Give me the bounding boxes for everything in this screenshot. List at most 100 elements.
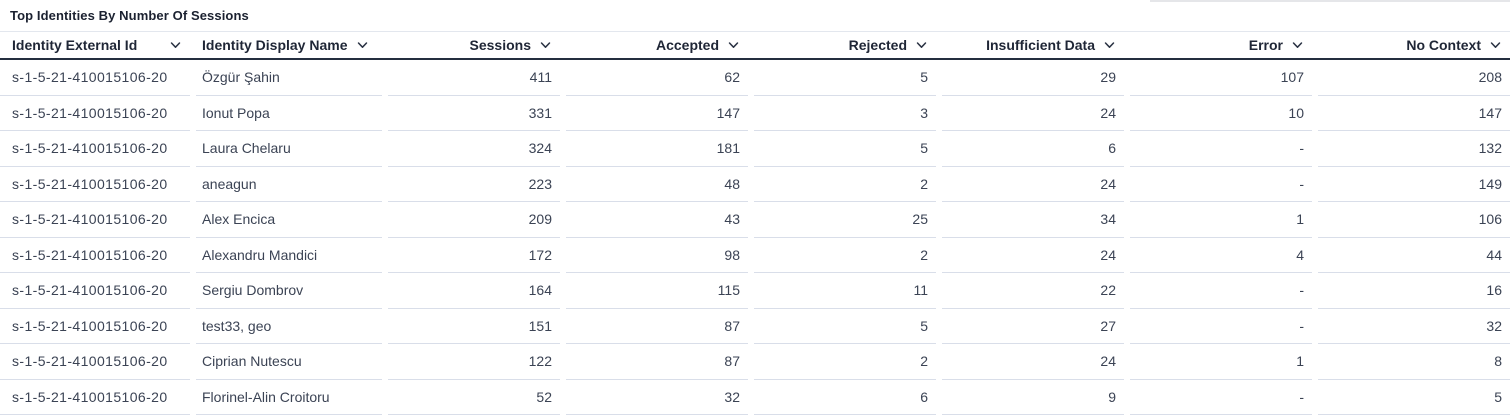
cell-error: - <box>1130 309 1312 344</box>
cell-no-context: 132 <box>1318 131 1510 167</box>
cell-accepted: 87 <box>566 344 748 380</box>
cell-no-context: 8 <box>1318 344 1510 380</box>
cell-no-context: 16 <box>1318 273 1510 309</box>
cell-identity-display-name: Ionut Popa <box>196 96 382 131</box>
column-header-rejected[interactable]: Rejected <box>754 32 936 58</box>
cell-no-context: 5 <box>1318 380 1510 415</box>
table-row: s-1-5-21-410015106-20 Alexandru Mandici 17… <box>0 238 1510 273</box>
cell-identity-display-name: Sergiu Dombrov <box>196 273 382 309</box>
cell-accepted: 87 <box>566 309 748 344</box>
column-header-label: Identity External Id <box>12 37 138 53</box>
cell-accepted: 147 <box>566 96 748 131</box>
table-row: s-1-5-21-410015106-20 aneagun 223 48 2 24-149 <box>0 167 1510 202</box>
cell-insufficient-data: 24 <box>942 167 1124 202</box>
cell-no-context: 147 <box>1318 96 1510 131</box>
cell-rejected: 2 <box>754 167 936 202</box>
cell-insufficient-data: 29 <box>942 60 1124 96</box>
chevron-down-icon[interactable] <box>1489 39 1502 51</box>
cell-insufficient-data: 24 <box>942 238 1124 273</box>
cell-insufficient-data: 9 <box>942 380 1124 415</box>
column-header-insufficient-data[interactable]: Insufficient Data <box>942 32 1124 58</box>
cell-accepted: 98 <box>566 238 748 273</box>
cell-identity-external-id: s-1-5-21-410015106-20 <box>0 380 190 415</box>
cell-sessions: 411 <box>388 60 560 96</box>
cell-sessions: 209 <box>388 202 560 238</box>
cell-insufficient-data: 27 <box>942 309 1124 344</box>
cell-identity-external-id: s-1-5-21-410015106-20 <box>0 167 190 202</box>
cell-error: - <box>1130 380 1312 415</box>
cell-insufficient-data: 24 <box>942 344 1124 380</box>
cell-no-context: 32 <box>1318 309 1510 344</box>
panel-title-bar: Top Identities By Number Of Sessions <box>0 0 1510 32</box>
column-header-label: Insufficient Data <box>986 37 1095 53</box>
column-header-label: Error <box>1248 37 1283 53</box>
cell-error: - <box>1130 167 1312 202</box>
cell-insufficient-data: 22 <box>942 273 1124 309</box>
cell-identity-external-id: s-1-5-21-410015106-20 <box>0 202 190 238</box>
cell-identity-display-name: Özgür Şahin <box>196 60 382 96</box>
cell-identity-display-name: Laura Chelaru <box>196 131 382 167</box>
table-row: s-1-5-21-410015106-20 Florinel-Alin Croit… <box>0 380 1510 415</box>
chevron-down-icon[interactable] <box>727 39 740 51</box>
column-header-label: Accepted <box>655 37 719 53</box>
table-row: s-1-5-21-410015106-20 test33, geo 151 87 5 27… <box>0 309 1510 344</box>
cell-no-context: 149 <box>1318 167 1510 202</box>
cell-identity-display-name: test33, geo <box>196 309 382 344</box>
cell-error: - <box>1130 273 1312 309</box>
column-header-accepted[interactable]: Accepted <box>566 32 748 58</box>
cell-sessions: 324 <box>388 131 560 167</box>
cell-accepted: 115 <box>566 273 748 309</box>
chevron-down-icon[interactable] <box>356 39 369 51</box>
cell-rejected: 5 <box>754 60 936 96</box>
cell-rejected: 25 <box>754 202 936 238</box>
cell-accepted: 32 <box>566 380 748 415</box>
cell-insufficient-data: 24 <box>942 96 1124 131</box>
cell-error: 1 <box>1130 344 1312 380</box>
chevron-down-icon[interactable] <box>539 39 552 51</box>
table-body: s-1-5-21-410015106-20 Özgür Şahin 411 62 5 29… <box>0 60 1510 415</box>
table-row: s-1-5-21-410015106-20 Laura Chelaru 324 181… <box>0 131 1510 167</box>
cell-sessions: 122 <box>388 344 560 380</box>
column-header-identity-display-name[interactable]: Identity Display Name <box>196 32 382 58</box>
cell-identity-external-id: s-1-5-21-410015106-20 <box>0 344 190 380</box>
cell-accepted: 62 <box>566 60 748 96</box>
cell-sessions: 151 <box>388 309 560 344</box>
page-title: Top Identities By Number Of Sessions <box>10 8 249 23</box>
cell-error: 10 <box>1130 96 1312 131</box>
cell-identity-display-name: Alex Encica <box>196 202 382 238</box>
column-header-label: Sessions <box>469 37 531 53</box>
cell-identity-display-name: Alexandru Mandici <box>196 238 382 273</box>
table-row: s-1-5-21-410015106-20 Ciprian Nutescu 122 8… <box>0 344 1510 380</box>
cell-rejected: 11 <box>754 273 936 309</box>
cell-accepted: 43 <box>566 202 748 238</box>
cell-identity-display-name: aneagun <box>196 167 382 202</box>
cell-sessions: 172 <box>388 238 560 273</box>
cell-identity-external-id: s-1-5-21-410015106-20 <box>0 273 190 309</box>
column-header-error[interactable]: Error <box>1130 32 1312 58</box>
cell-sessions: 52 <box>388 380 560 415</box>
cell-identity-external-id: s-1-5-21-410015106-20 <box>0 96 190 131</box>
column-header-label: No Context <box>1406 37 1481 53</box>
cell-sessions: 223 <box>388 167 560 202</box>
cell-rejected: 6 <box>754 380 936 415</box>
chevron-down-icon[interactable] <box>915 39 928 51</box>
top-edge-divider <box>1150 0 1510 2</box>
chevron-down-icon[interactable] <box>1103 39 1116 51</box>
cell-rejected: 5 <box>754 131 936 167</box>
chevron-down-icon[interactable] <box>169 39 182 51</box>
cell-no-context: 208 <box>1318 60 1510 96</box>
table-row: s-1-5-21-410015106-20 Ionut Popa 331 147 3 24… <box>0 96 1510 131</box>
cell-error: 107 <box>1130 60 1312 96</box>
header-row: Identity External Id Identity Display Nam… <box>0 32 1510 60</box>
cell-error: 4 <box>1130 238 1312 273</box>
column-header-label: Rejected <box>848 37 907 53</box>
column-header-identity-external-id[interactable]: Identity External Id <box>0 32 190 58</box>
cell-accepted: 181 <box>566 131 748 167</box>
chevron-down-icon[interactable] <box>1291 39 1304 51</box>
cell-insufficient-data: 34 <box>942 202 1124 238</box>
cell-sessions: 164 <box>388 273 560 309</box>
cell-identity-external-id: s-1-5-21-410015106-20 <box>0 238 190 273</box>
column-header-sessions[interactable]: Sessions <box>388 32 560 58</box>
cell-accepted: 48 <box>566 167 748 202</box>
column-header-no-context[interactable]: No Context <box>1318 32 1510 58</box>
